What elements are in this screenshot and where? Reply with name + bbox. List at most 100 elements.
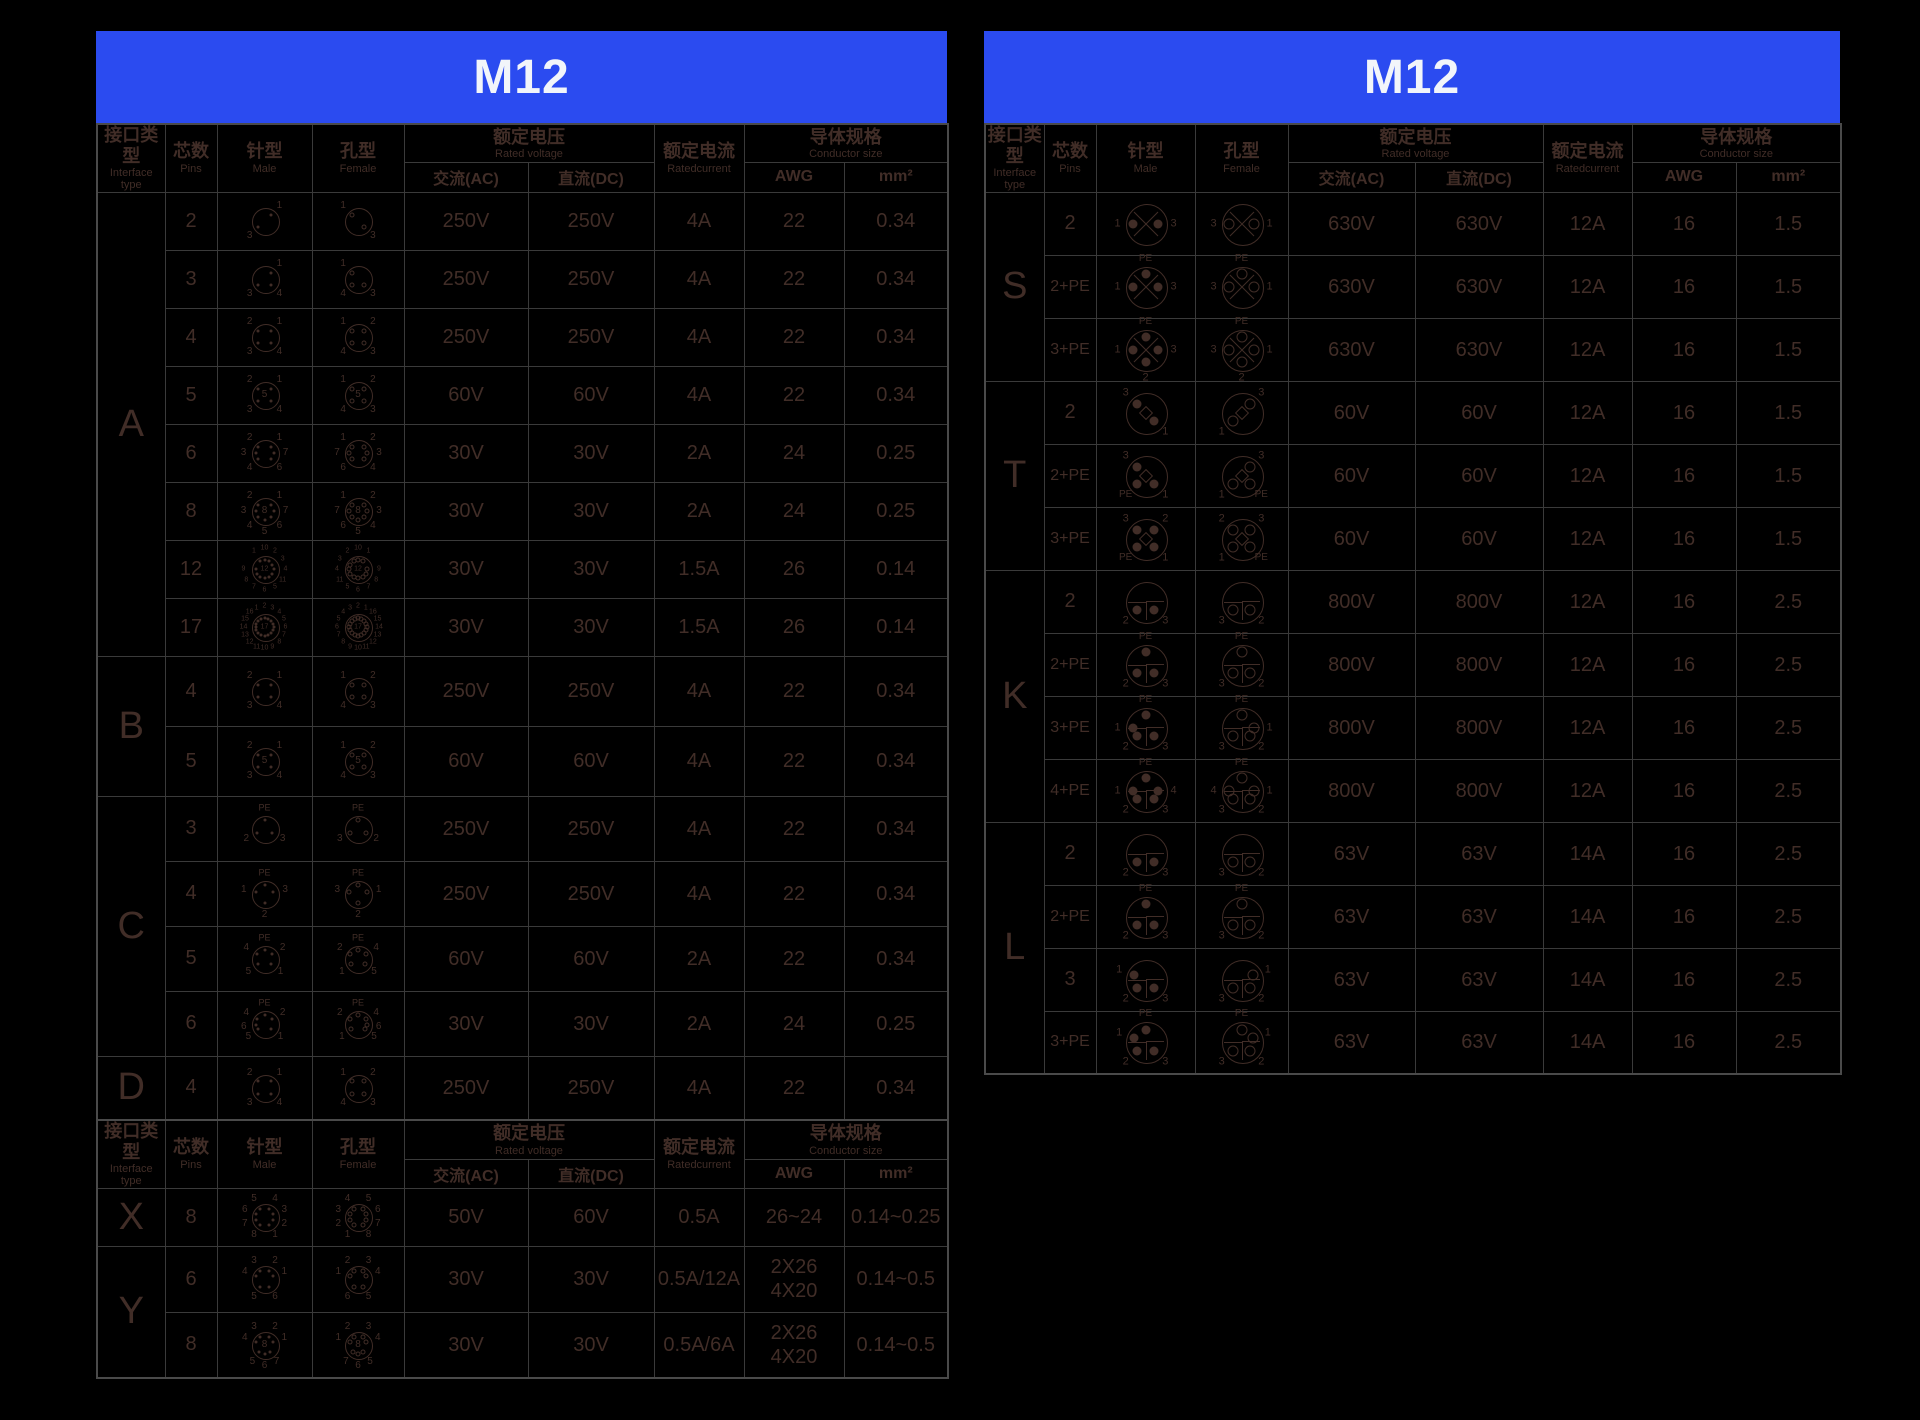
mm2-cell: 2.5 (1735, 632, 1842, 697)
female-pin-diagram-cell: 2 3 4 5 6 7 8 9 10 11 12 13 14 15 16 1 17 (311, 597, 405, 657)
pin-dot (256, 445, 260, 449)
pin-label: 2 (262, 602, 267, 610)
connector-face-circle (1125, 329, 1168, 372)
pin-dot (349, 502, 355, 508)
pin-label: 2 (1238, 371, 1245, 384)
pin-dot (1149, 857, 1159, 867)
rated-current-cell: 2A (653, 990, 745, 1057)
pin-label: 3 (1170, 217, 1177, 230)
pin-label: 9 (270, 643, 275, 651)
pins-count-cell: 5 (164, 725, 218, 797)
connector-face-circle (1125, 959, 1168, 1002)
male-pin-diagram-cell: PE 1 2 3 (1095, 694, 1196, 760)
table-row: 3+PE PE 1 3 2 PE 1 3 2 630V 630V 12A 16 1.5 (985, 316, 1842, 384)
pin-label: 8 (341, 638, 346, 646)
table-row: T 2 3 1 3 1 60V 60V 12A 16 1.5 (984, 380, 1842, 571)
pin-label: 3 (376, 505, 382, 517)
pin-dot (360, 558, 365, 564)
pin-label: 7 (282, 631, 286, 639)
pin-dot (269, 683, 273, 687)
pin-dot (1244, 478, 1256, 490)
pin-label: 2 (246, 490, 253, 502)
pin-label: 13 (241, 631, 249, 639)
pin-label: 2 (1258, 1055, 1265, 1068)
female-pin-diagram: PE 3 2 (326, 803, 390, 855)
pin-label: 1 (375, 883, 382, 895)
pin-label: 1 (1266, 343, 1273, 356)
keyway-line (1145, 852, 1164, 854)
header-rated-current: 额定电流 Ratedcurrent (653, 1119, 745, 1189)
pin-dot (1149, 1046, 1159, 1056)
pin-dot (364, 1022, 370, 1028)
header-dc-voltage: 直流(DC) (527, 162, 655, 193)
pin-dot (267, 559, 271, 563)
ac-voltage-cell: 250V (403, 249, 529, 309)
pin-label: 2 (246, 740, 253, 752)
header-ac-voltage: 交流(AC) (1287, 162, 1416, 193)
pin-label: 1 (277, 1031, 284, 1043)
male-pin-diagram-cell: 2 1 4 3 (216, 307, 313, 367)
pin-dot (1132, 605, 1142, 615)
mm2-cell: 0.34 (843, 1055, 949, 1121)
keyway-line (1223, 601, 1242, 603)
pins-count-cell: 8 (164, 481, 218, 541)
keyway-line (1127, 916, 1146, 918)
pin-label: PE (1119, 552, 1133, 564)
pin-label: 5 (355, 526, 361, 538)
mm2-cell: 0.34 (843, 249, 949, 309)
mm2-cell: 0.34 (843, 725, 949, 797)
keyway-line (1145, 726, 1164, 728)
mm2-cell: 0.25 (843, 481, 949, 541)
pin-label: PE (258, 932, 271, 943)
connector-face-circle (1221, 707, 1264, 750)
pin-label: 1 (252, 547, 256, 555)
pin-dot (269, 631, 273, 635)
pin-label: PE (1234, 882, 1249, 894)
pin-dot (1141, 773, 1150, 783)
pin-dot (1132, 1046, 1142, 1056)
awg-cell: 16 (1631, 947, 1737, 1012)
pin-label: 1 (276, 316, 283, 328)
interface-type-cell: C (96, 795, 166, 1057)
pin-label: 1 (344, 1229, 351, 1241)
awg-cell: 2X26 4X20 (743, 1311, 845, 1379)
pin-label: 1 (1266, 721, 1273, 734)
pin-dot (254, 890, 258, 894)
right-table-title-bar: M12 (984, 31, 1840, 123)
pin-label: PE (1234, 1008, 1249, 1020)
pin-label: 4 (340, 1096, 346, 1108)
pin-label: 3 (1122, 512, 1129, 525)
keyway-line (1241, 664, 1243, 683)
keyway-line (1145, 916, 1147, 935)
pin-dot (351, 1222, 356, 1228)
pin-dot (363, 1339, 369, 1345)
dc-voltage-cell: 250V (527, 795, 655, 862)
pin-dot (349, 340, 355, 346)
awg-cell: 22 (743, 1055, 845, 1121)
dc-voltage-cell: 60V (1414, 506, 1544, 571)
pin-dot (267, 1285, 271, 1289)
pin-label: 2 (1122, 992, 1129, 1005)
keyway-line (1241, 852, 1260, 854)
pin-label: 1 (366, 547, 371, 555)
table-row: D 4 2 1 4 3 2 1 4 3 250V 250V 4A 22 0.34 (96, 1055, 949, 1121)
pin-dot (256, 225, 260, 229)
pin-label: 2 (370, 490, 376, 502)
pin-label: 2 (344, 1320, 351, 1332)
pins-count-cell: 2 (1043, 821, 1097, 886)
pin-dot (258, 559, 262, 563)
pin-label: 12 (260, 565, 269, 573)
connector-face-circle (345, 880, 373, 909)
pin-label: 5 (249, 1356, 256, 1367)
keyway-line (1241, 1042, 1243, 1061)
pin-dot (1128, 786, 1138, 796)
connector-face-circle (345, 1010, 373, 1039)
female-pin-diagram-cell: 2 1 4 3 (311, 1055, 405, 1121)
